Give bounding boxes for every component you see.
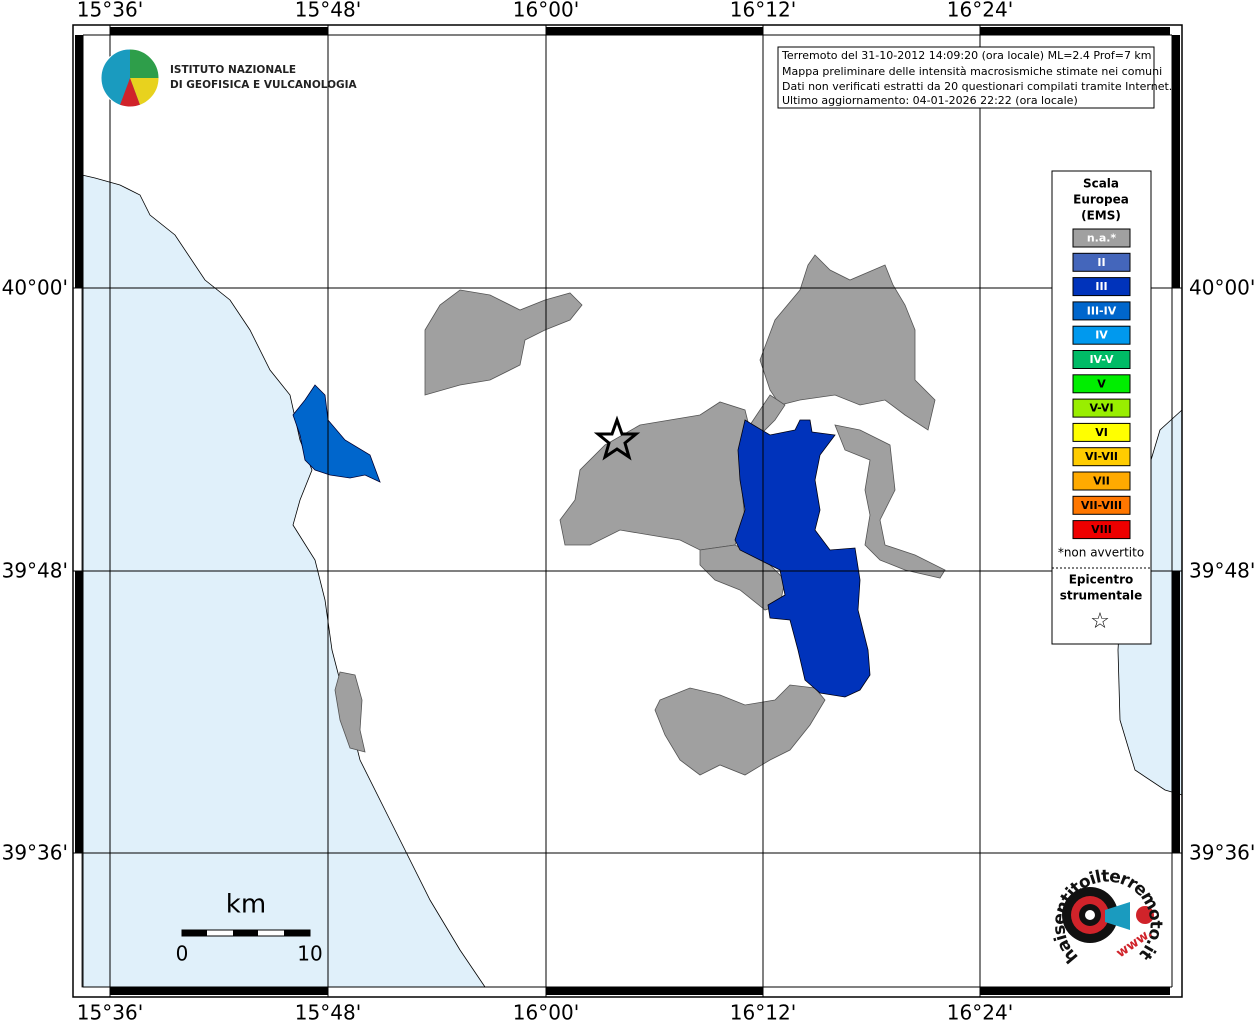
sea [81, 174, 486, 988]
legend-label: V [1097, 377, 1106, 390]
legend-title: Scala [1083, 177, 1119, 191]
legend-label: VII-VIII [1081, 499, 1122, 512]
lat-label: 39°36' [1189, 841, 1254, 865]
legend-label: VI [1095, 426, 1108, 439]
lon-label: 16°24' [947, 0, 1013, 22]
logo-text: DI GEOFISICA E VULCANOLOGIA [170, 79, 358, 91]
legend: Scala Europea (EMS) *non avvertito Epice… [1051, 170, 1152, 645]
legend-swatch [1072, 374, 1131, 394]
legend-label: III [1095, 280, 1107, 293]
legend-swatch [1072, 520, 1131, 540]
ingv-logo: ISTITUTO NAZIONALE DI GEOFISICA E VULCAN… [100, 48, 358, 108]
legend-label: VI-VII [1085, 450, 1118, 463]
legend-swatch [1072, 252, 1131, 272]
legend-swatch [1072, 228, 1131, 248]
lon-label: 15°36' [77, 1001, 143, 1024]
legend-label: IV-V [1089, 353, 1114, 366]
municipality [759, 254, 936, 431]
scale-label: 10 [297, 942, 322, 966]
municipality [734, 419, 871, 698]
legend-label: VII [1093, 475, 1110, 488]
scale-label: 0 [176, 942, 189, 966]
legend-label: n.a.* [1087, 232, 1117, 245]
graticule [73, 25, 1182, 997]
municipality [749, 394, 786, 436]
legend-label: II [1097, 256, 1105, 269]
legend-label: VIII [1091, 523, 1112, 536]
lon-label: 16°12' [730, 1001, 796, 1024]
legend-note: *non avvertito [1058, 546, 1144, 560]
legend-swatch [1072, 301, 1131, 321]
info-line: Mappa preliminare delle intensità macros… [782, 65, 1162, 78]
municipality [654, 684, 826, 776]
municipality [292, 384, 381, 483]
legend-swatch [1072, 398, 1131, 418]
info-line: Terremoto del 31-10-2012 14:09:20 (ora l… [781, 49, 1152, 62]
lon-label: 15°48' [295, 1001, 361, 1024]
legend-swatch [1072, 422, 1131, 442]
municipality [834, 424, 946, 579]
legend-swatch [1072, 350, 1131, 369]
site-logo: haisentitoilterremoto.it www. [1049, 866, 1165, 966]
legend-epicenter: strumentale [1060, 589, 1143, 603]
scale-unit: km [226, 890, 266, 920]
lat-label: 39°36' [2, 841, 68, 865]
legend-swatch [1072, 325, 1131, 345]
lon-label: 16°00' [513, 1001, 579, 1024]
municipality [424, 289, 583, 396]
lat-label: 39°48' [2, 559, 68, 583]
lat-label: 40°00' [1189, 276, 1254, 300]
legend-epicenter: Epicentro [1069, 573, 1134, 587]
legend-label: III-IV [1087, 304, 1117, 317]
legend-title: (EMS) [1081, 209, 1121, 223]
legend-label: IV [1095, 329, 1108, 342]
lon-label: 15°48' [295, 0, 361, 22]
legend-swatch [1072, 277, 1131, 297]
legend-epicenter-symbol: ☆ [1090, 609, 1110, 634]
info-line: Ultimo aggiornamento: 04-01-2026 22:22 (… [782, 94, 1078, 107]
logo-text: ISTITUTO NAZIONALE [170, 64, 296, 76]
municipality [334, 671, 366, 753]
map-frame [72, 24, 1183, 998]
scale-bar: km 0 10 [176, 890, 323, 966]
lon-label: 16°12' [730, 0, 796, 22]
epicenter-star [593, 415, 641, 461]
lat-label: 39°48' [1189, 559, 1254, 583]
lon-label: 16°24' [947, 1001, 1013, 1024]
info-box: Terremoto del 31-10-2012 14:09:20 (ora l… [777, 46, 1172, 109]
lon-label: 16°00' [513, 0, 579, 22]
legend-swatch [1072, 495, 1131, 515]
legend-title: Europea [1073, 193, 1129, 207]
legend-swatch [1072, 447, 1131, 467]
lat-label: 40°00' [2, 276, 68, 300]
legend-label: V-VI [1089, 402, 1113, 415]
lon-label: 15°36' [77, 0, 143, 22]
info-line: Dati non verificati estratti da 20 quest… [782, 80, 1172, 93]
legend-swatch [1072, 471, 1131, 491]
